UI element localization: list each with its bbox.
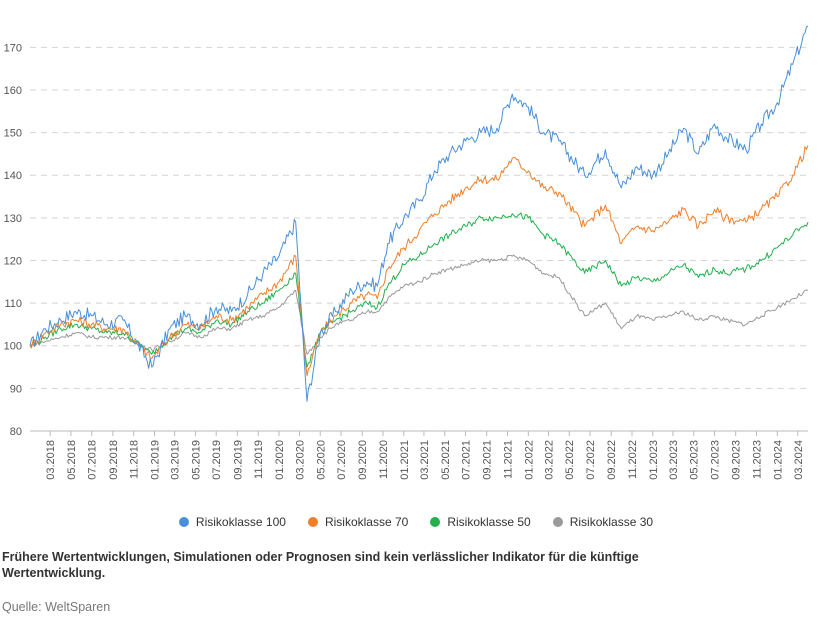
y-tick-label: 130 bbox=[4, 213, 22, 225]
series-line-4 bbox=[29, 254, 809, 355]
series-line-3 bbox=[29, 212, 809, 368]
x-tick-label: 03.2020 bbox=[294, 440, 306, 480]
x-tick-label: 05.2020 bbox=[315, 440, 327, 480]
y-axis: 80 90 100 110 120 130 140 150 160 170 bbox=[4, 42, 22, 438]
x-tick-label: 09.2018 bbox=[108, 440, 120, 480]
legend-item[interactable]: Risikoklasse 70 bbox=[307, 515, 409, 529]
x-tick-label: 05.2018 bbox=[66, 440, 78, 480]
x-tick-label: 03.2019 bbox=[170, 440, 182, 480]
legend-dot-icon bbox=[552, 517, 563, 527]
legend-label: Risikoklasse 100 bbox=[195, 515, 286, 529]
x-tick-label: 05.2023 bbox=[689, 440, 701, 480]
x-tick-label: 07.2021 bbox=[461, 440, 473, 480]
x-tick-label: 03.2022 bbox=[543, 440, 555, 480]
legend-label: Risikoklasse 70 bbox=[324, 515, 409, 529]
x-tick-label: 05.2019 bbox=[190, 440, 202, 480]
x-tick-label: 01.2020 bbox=[274, 440, 286, 480]
legend-item[interactable]: Risikoklasse 50 bbox=[430, 515, 531, 529]
legend-label: Risikoklasse 30 bbox=[569, 515, 654, 529]
x-tick-label: 09.2020 bbox=[357, 440, 369, 480]
source-text: Quelle: WeltSparen bbox=[2, 600, 111, 614]
legend-label: Risikoklasse 50 bbox=[447, 515, 531, 529]
x-tick-label: 09.2021 bbox=[482, 440, 494, 480]
x-tick-label: 07.2023 bbox=[710, 440, 722, 480]
x-tick-label: 11.2019 bbox=[253, 440, 265, 479]
legend: Risikoklasse 100 Risikoklasse 70 Risikokla… bbox=[0, 512, 832, 532]
y-tick-label: 90 bbox=[10, 383, 22, 395]
x-tick-label: 07.2022 bbox=[585, 440, 597, 480]
y-tick-label: 170 bbox=[4, 42, 22, 54]
x-tick-label: 11.2018 bbox=[129, 440, 141, 479]
series-line-1 bbox=[29, 25, 809, 402]
y-tick-label: 110 bbox=[4, 298, 22, 310]
series-lines bbox=[29, 25, 809, 402]
x-tick-label: 03.2018 bbox=[45, 440, 57, 480]
x-tick-label: 11.2022 bbox=[627, 440, 639, 479]
legend-dot-icon bbox=[178, 517, 189, 527]
legend-dot-icon bbox=[307, 517, 318, 527]
x-tick-label: 11.2023 bbox=[751, 440, 763, 479]
x-tick-label: 09.2019 bbox=[232, 440, 244, 480]
legend-dot-icon bbox=[430, 517, 441, 527]
x-tick-label: 01.2024 bbox=[772, 440, 784, 480]
x-axis: 03.2018 05.2018 07.2018 09.2018 11.2018 01.20… bbox=[45, 431, 805, 480]
legend-item[interactable]: Risikoklasse 100 bbox=[178, 515, 286, 529]
y-tick-label: 150 bbox=[4, 128, 22, 140]
x-tick-label: 01.2023 bbox=[648, 440, 660, 480]
y-tick-label: 140 bbox=[4, 170, 22, 182]
x-tick-label: 07.2020 bbox=[336, 440, 348, 480]
x-tick-label: 03.2023 bbox=[668, 440, 680, 480]
x-tick-label: 09.2022 bbox=[606, 440, 618, 480]
y-tick-label: 100 bbox=[4, 341, 22, 353]
grid-lines bbox=[30, 46, 808, 432]
x-tick-label: 11.2021 bbox=[503, 440, 515, 479]
x-tick-label: 11.2020 bbox=[378, 440, 390, 479]
legend-item[interactable]: Risikoklasse 30 bbox=[552, 515, 654, 529]
x-tick-label: 07.2019 bbox=[211, 440, 223, 480]
x-tick-label: 03.2024 bbox=[793, 440, 805, 480]
x-tick-label: 07.2018 bbox=[87, 440, 99, 480]
line-chart: 80 90 100 110 120 130 140 150 160 170 03.2018 05.2… bbox=[4, 25, 809, 480]
x-tick-label: 01.2019 bbox=[149, 440, 161, 480]
x-tick-label: 05.2022 bbox=[564, 440, 576, 480]
y-tick-label: 160 bbox=[4, 85, 22, 97]
x-tick-label: 01.2022 bbox=[523, 440, 535, 480]
x-tick-label: 01.2021 bbox=[399, 440, 411, 480]
x-tick-label: 09.2023 bbox=[731, 440, 743, 480]
y-tick-label: 80 bbox=[10, 426, 22, 438]
x-tick-label: 05.2021 bbox=[440, 440, 452, 480]
disclaimer-text: Frühere Wertentwicklungen, Simulationen … bbox=[2, 550, 639, 580]
x-tick-label: 03.2021 bbox=[419, 440, 431, 480]
y-tick-label: 120 bbox=[4, 255, 22, 267]
